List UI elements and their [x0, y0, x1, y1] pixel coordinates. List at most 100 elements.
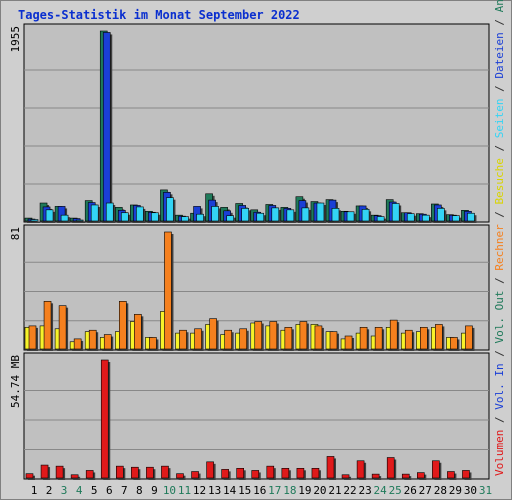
bar-seiten-day-8: [136, 206, 144, 222]
bar-volumen-day-29: [447, 471, 455, 479]
bar-rechner-day-1: [28, 325, 37, 350]
legend-separator: /: [493, 138, 506, 158]
bar-volumen-day-22-shadow: [344, 476, 352, 480]
x-tick-label-day-7: 7: [121, 484, 128, 497]
x-tick-label-day-16: 16: [253, 484, 266, 497]
bar-volumen-day-12: [191, 471, 199, 479]
bar-rechner-day-28: [435, 324, 443, 350]
x-tick-label-day-31: 31: [479, 484, 492, 497]
bar-volumen-day-2: [40, 464, 49, 479]
bar-volumen-day-7: [116, 465, 124, 479]
bar-volumen-day-11: [176, 473, 184, 479]
series-legend: Volumen / Vol. In / Vol. Out / Rechner /…: [493, 0, 506, 476]
bar-volumen-day-6: [100, 359, 109, 479]
bar-seiten-day-19: [301, 207, 310, 222]
bar-volumen-day-30: [462, 470, 470, 479]
bar-rechner-day-13: [209, 318, 217, 350]
bar-rechner-day-11: [179, 329, 187, 350]
x-tick-label-day-27: 27: [419, 484, 432, 497]
bar-rechner-day-22: [344, 335, 353, 350]
bar-seiten-day-25: [391, 203, 400, 222]
bar-rechner-day-25: [389, 319, 398, 350]
bar-dateien-day-6: [102, 32, 111, 222]
bar-seiten-day-18: [286, 209, 295, 222]
bar-seiten-day-22: [346, 211, 355, 222]
bar-volumen-day-5: [85, 470, 94, 479]
bar-volumen-day-22: [341, 474, 350, 479]
bar-rechner-day-2: [43, 301, 52, 350]
legend-separator: /: [493, 410, 506, 430]
bar-seiten-day-7: [121, 212, 129, 222]
bar-seiten-day-13: [211, 206, 219, 222]
bar-volumen-day-28: [432, 460, 440, 479]
bar-rechner-day-30: [465, 325, 473, 350]
x-tick-label-day-3: 3: [61, 484, 68, 497]
bar-rechner-day-7: [119, 301, 127, 350]
bar-seiten-day-3: [60, 214, 69, 222]
bar-volumen-day-4-shadow: [73, 476, 81, 480]
bar-seiten-day-1-shadow: [33, 221, 40, 223]
x-tick-label-day-22: 22: [343, 484, 356, 497]
legend-entry: Rechner: [493, 224, 506, 271]
bar-seiten-day-28: [437, 208, 445, 222]
y-max-label-visitors: 81: [9, 227, 22, 240]
x-tick-label-day-1: 1: [31, 484, 38, 497]
bar-rechner-day-21: [329, 331, 338, 350]
x-tick-label-day-23: 23: [358, 484, 371, 497]
bar-rechner-day-4: [73, 338, 82, 350]
x-tick-label-day-5: 5: [91, 484, 98, 497]
x-tick-label-day-24: 24: [374, 484, 388, 497]
bar-rechner-day-15: [239, 328, 247, 350]
bar-seiten-day-23: [361, 209, 370, 222]
bar-rechner-day-16: [254, 321, 263, 350]
bar-rechner-day-18: [284, 327, 293, 350]
bar-seiten-day-10: [166, 197, 174, 222]
x-tick-label-day-19: 19: [298, 484, 311, 497]
x-tick-label-day-11: 11: [178, 484, 191, 497]
x-tick-label-day-12: 12: [193, 484, 206, 497]
x-tick-label-day-18: 18: [283, 484, 296, 497]
y-max-label-volume: 54.74 MB: [9, 355, 22, 408]
bar-seiten-day-15: [241, 208, 249, 222]
bar-rechner-day-8: [134, 314, 142, 350]
bar-volumen-day-26: [401, 473, 410, 479]
panel-hits-background: [23, 23, 490, 223]
bar-seiten-day-11: [181, 216, 189, 222]
bar-seiten-day-2: [45, 209, 54, 222]
legend-separator: /: [493, 344, 506, 364]
bar-seiten-day-17: [271, 207, 280, 222]
x-tick-label-day-10: 10: [163, 484, 176, 497]
legend-separator: /: [493, 204, 506, 224]
bar-volumen-day-25: [386, 457, 395, 479]
x-tick-label-day-25: 25: [389, 484, 402, 497]
bar-seiten-day-29: [452, 215, 460, 222]
bar-seiten-day-12: [196, 213, 204, 222]
bar-seiten-day-20: [316, 202, 325, 222]
x-tick-label-day-8: 8: [136, 484, 143, 497]
bar-rechner-day-19: [299, 321, 308, 350]
legend-entry: Dateien: [493, 32, 506, 78]
bar-rechner-day-3: [58, 305, 67, 350]
bar-seiten-day-9: [151, 212, 159, 222]
bar-seiten-day-14: [226, 215, 234, 222]
bar-seiten-day-30: [467, 212, 475, 222]
bar-seiten-day-21: [331, 208, 340, 222]
legend-entry: Vol. Out: [493, 291, 506, 344]
legend-separator: /: [493, 271, 506, 291]
bar-volumen-day-20: [311, 467, 320, 479]
legend-entry: Vol. In: [493, 363, 506, 409]
bar-seiten-day-26: [406, 213, 415, 222]
bar-seiten-day-27: [421, 214, 430, 222]
legend-entry: Besuche: [493, 158, 506, 204]
bar-volumen-day-9: [146, 466, 154, 479]
x-tick-label-day-29: 29: [449, 484, 462, 497]
bar-rechner-day-24: [374, 327, 383, 350]
bar-rechner-day-12: [194, 328, 202, 350]
bar-rechner-day-6: [103, 334, 112, 350]
chart-title: Tages-Statistik im Monat September 2022: [18, 8, 300, 22]
x-tick-label-day-26: 26: [404, 484, 417, 497]
bar-rechner-day-14: [224, 329, 232, 350]
bar-volumen-day-13: [206, 461, 214, 479]
bar-rechner-day-29: [450, 337, 458, 350]
